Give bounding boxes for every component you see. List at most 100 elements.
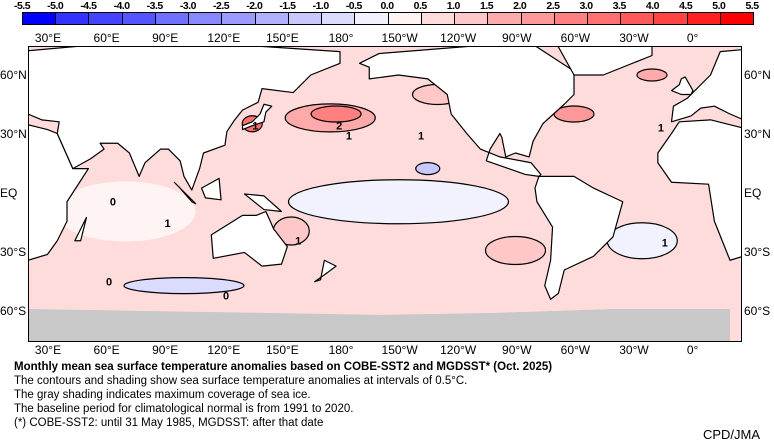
latitude-label: EQ xyxy=(0,186,18,200)
longitude-label: 60°E xyxy=(93,31,120,45)
longitude-label: 60°W xyxy=(560,343,591,357)
colorbar-bin xyxy=(687,13,721,24)
colorbar xyxy=(22,12,754,25)
latitude-label: 60°N xyxy=(744,68,771,82)
anomaly-patch xyxy=(310,105,362,123)
land-australia xyxy=(210,210,288,267)
contour-label: 1 xyxy=(346,130,352,142)
anomaly-patch xyxy=(123,277,245,295)
contour-label: 1 xyxy=(252,121,258,133)
land-africa xyxy=(657,119,742,261)
colorbar-bin xyxy=(155,13,190,24)
colorbar-bin xyxy=(654,13,688,24)
land-africa xyxy=(28,124,90,261)
land-eurasia xyxy=(670,49,742,123)
longitude-label: 180° xyxy=(328,31,354,45)
anomaly-patch xyxy=(55,181,196,242)
colorbar-tick-label: -5.0 xyxy=(47,0,64,12)
longitude-label: 90°W xyxy=(502,343,532,357)
anomaly-patch xyxy=(484,235,547,266)
colorbar-tick-label: -3.0 xyxy=(179,0,197,12)
land-eurasia xyxy=(28,46,341,191)
longitude-label: 30°W xyxy=(619,343,649,357)
longitude-label: 90°E xyxy=(152,31,179,45)
colorbar-tick-label: 5.5 xyxy=(745,0,759,12)
contour-label: 0 xyxy=(106,277,112,289)
colorbar-tick-label: 5.0 xyxy=(712,0,726,12)
colorbar-tick-label: -1.0 xyxy=(312,0,330,12)
colorbar-tick-label: -5.5 xyxy=(13,0,31,12)
contour-label: 1 xyxy=(165,218,171,230)
latitude-label: 30°N xyxy=(0,127,27,141)
longitude-label: 120°W xyxy=(440,343,477,357)
longitude-label: 30°E xyxy=(34,343,62,357)
latitude-label: 30°S xyxy=(744,245,771,259)
land-madagascar xyxy=(74,216,88,242)
longitude-label: 120°E xyxy=(207,343,241,357)
longitude-label: 180° xyxy=(328,343,354,357)
contour-label: 2 xyxy=(336,121,342,133)
latitude-label: 30°S xyxy=(0,245,27,259)
land-japan xyxy=(241,103,273,131)
land-greenland xyxy=(557,46,653,76)
map-frame xyxy=(28,46,742,342)
anomaly-patch xyxy=(287,179,510,225)
longitude-label: 90°E xyxy=(152,343,179,357)
colorbar-tick-label: -4.5 xyxy=(80,0,97,12)
colorbar-tick-label: 2.0 xyxy=(513,0,527,12)
colorbar-bin xyxy=(421,13,456,24)
latitude-label: EQ xyxy=(744,186,762,200)
credit: CPD/JMA xyxy=(702,427,760,440)
colorbar-bin xyxy=(122,13,156,24)
colorbar-bin xyxy=(388,13,422,24)
colorbar-bin xyxy=(720,13,754,24)
caption-line: (*) COBE-SST2: until 31 May 1985, MGDSST… xyxy=(14,417,324,429)
longitude-label: 150°E xyxy=(265,343,299,357)
longitude-label: 30°W xyxy=(619,31,649,45)
caption-line: The baseline period for climatological n… xyxy=(14,403,354,415)
colorbar-tick-label: 3.0 xyxy=(579,0,594,12)
longitude-label: 120°E xyxy=(207,31,241,45)
contour-label: 1 xyxy=(658,123,664,135)
contour-label: 1 xyxy=(295,236,301,248)
longitude-label: 120°W xyxy=(440,31,477,45)
colorbar-bin xyxy=(189,13,223,24)
caption-line: The contours and shading show sea surfac… xyxy=(14,375,468,387)
longitude-label: 150°W xyxy=(381,31,418,45)
colorbar-tick-label: -1.5 xyxy=(279,0,296,12)
colorbar-bin xyxy=(554,13,588,24)
latitude-label: 60°N xyxy=(0,68,27,82)
anomaly-patch xyxy=(636,68,668,82)
colorbar-bin xyxy=(488,13,522,24)
land-new-zealand xyxy=(314,259,337,283)
longitude-label: 0° xyxy=(686,343,699,357)
latitude-label: 60°S xyxy=(744,304,771,318)
land-south-america xyxy=(534,175,624,300)
colorbar-tick-label: -3.5 xyxy=(146,0,164,12)
colorbar-bin xyxy=(355,13,389,24)
anomaly-patch xyxy=(415,161,441,176)
latitude-label: 30°N xyxy=(744,127,771,141)
colorbar-bin xyxy=(255,13,289,24)
colorbar-bin xyxy=(89,13,123,24)
contour-label: 1 xyxy=(662,238,668,250)
caption-title: Monthly mean sea surface temperature ano… xyxy=(14,361,553,373)
longitude-label: 60°E xyxy=(93,343,120,357)
colorbar-bin xyxy=(288,13,323,24)
sst-anomaly-map: 12111011100SEA ICE xyxy=(28,46,742,342)
colorbar-tick-label: -4.0 xyxy=(113,0,130,12)
colorbar-tick-label: 0.5 xyxy=(413,0,428,12)
colorbar-tick-label: 4.5 xyxy=(679,0,693,12)
land-britain xyxy=(670,76,694,96)
colorbar-tick-label: 1.0 xyxy=(446,0,461,12)
latitude-label: 60°S xyxy=(0,304,27,318)
colorbar-tick-label: 0.0 xyxy=(380,0,394,12)
colorbar-tick-label: 3.5 xyxy=(612,0,627,12)
colorbar-bin xyxy=(322,13,356,24)
colorbar-bin xyxy=(56,13,90,24)
colorbar-bin xyxy=(587,13,622,24)
colorbar-bin xyxy=(521,13,555,24)
contour-label: 0 xyxy=(223,290,229,302)
colorbar-tick-label: -2.5 xyxy=(213,0,230,12)
